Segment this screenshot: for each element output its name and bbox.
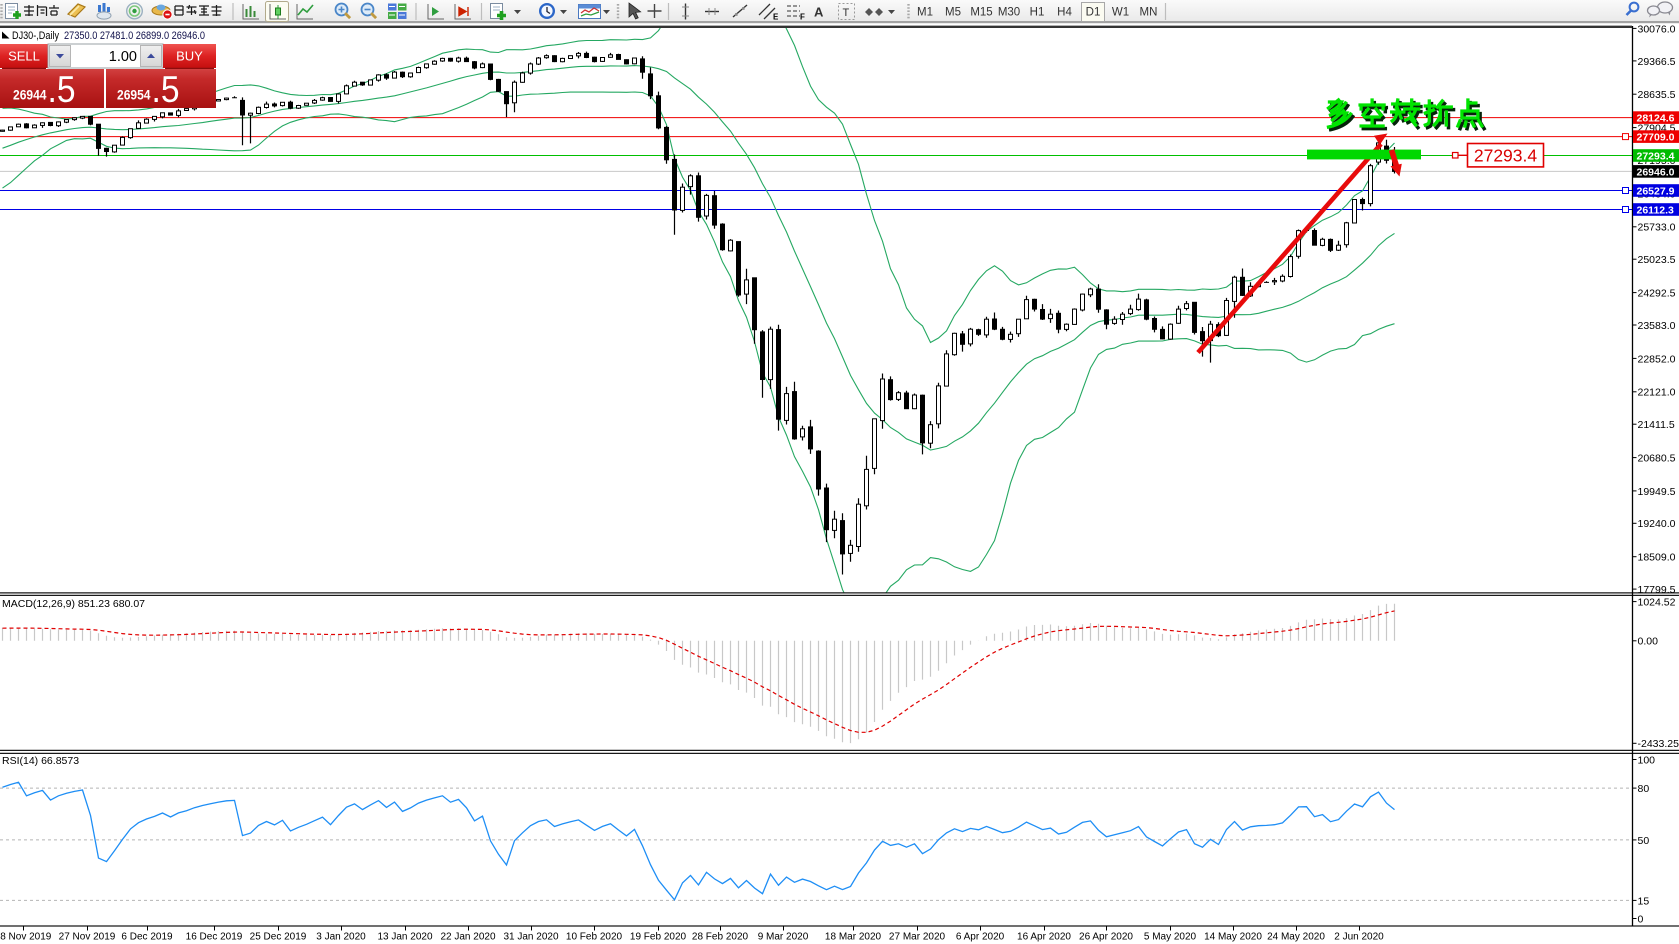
svg-text:31 Jan 2020: 31 Jan 2020 xyxy=(503,932,558,943)
svg-text:2 Jun 2020: 2 Jun 2020 xyxy=(1334,932,1384,943)
svg-text:24292.5: 24292.5 xyxy=(1638,288,1676,300)
svg-text:29366.5: 29366.5 xyxy=(1638,56,1676,68)
svg-text:26112.3: 26112.3 xyxy=(1637,205,1675,217)
svg-text:18509.0: 18509.0 xyxy=(1638,552,1676,564)
svg-text:BUY: BUY xyxy=(176,49,203,64)
svg-text:15: 15 xyxy=(1638,895,1650,907)
svg-text:19949.5: 19949.5 xyxy=(1638,486,1676,498)
svg-text:27293.4: 27293.4 xyxy=(1474,146,1538,166)
svg-text:M5: M5 xyxy=(945,7,961,19)
svg-text:0.00: 0.00 xyxy=(1638,636,1659,648)
svg-text:-2433.25: -2433.25 xyxy=(1638,738,1679,750)
svg-text:T: T xyxy=(843,7,850,19)
svg-text:M1: M1 xyxy=(917,7,933,19)
svg-text:27709.0: 27709.0 xyxy=(1637,132,1675,144)
svg-text:22 Jan 2020: 22 Jan 2020 xyxy=(440,932,495,943)
svg-text:27293.4: 27293.4 xyxy=(1637,151,1675,163)
svg-text:25023.5: 25023.5 xyxy=(1638,254,1676,266)
svg-text:80: 80 xyxy=(1638,783,1650,795)
svg-text:H4: H4 xyxy=(1057,7,1072,19)
svg-text:26946.0: 26946.0 xyxy=(1637,167,1675,179)
svg-text:A: A xyxy=(814,5,824,20)
svg-text:5 May 2020: 5 May 2020 xyxy=(1144,932,1197,943)
svg-text:23583.0: 23583.0 xyxy=(1638,320,1676,332)
svg-text:1.00: 1.00 xyxy=(109,49,137,65)
svg-text:18 Nov 2019: 18 Nov 2019 xyxy=(0,932,52,943)
svg-text:19240.0: 19240.0 xyxy=(1638,518,1676,530)
svg-text:18 Mar 2020: 18 Mar 2020 xyxy=(825,932,882,943)
svg-text:28124.6: 28124.6 xyxy=(1637,113,1675,125)
svg-text:26527.9: 26527.9 xyxy=(1637,186,1675,198)
svg-text:16 Dec 2019: 16 Dec 2019 xyxy=(186,932,243,943)
svg-text:19 Feb 2020: 19 Feb 2020 xyxy=(630,932,687,943)
svg-text:DJ30-,Daily: DJ30-,Daily xyxy=(12,30,59,42)
svg-text:M30: M30 xyxy=(998,7,1020,19)
svg-text:RSI(14) 66.8573: RSI(14) 66.8573 xyxy=(2,755,79,767)
svg-text:20680.5: 20680.5 xyxy=(1638,453,1676,465)
svg-text:.5: .5 xyxy=(48,69,76,110)
svg-text:.5: .5 xyxy=(152,69,180,110)
svg-text:SELL: SELL xyxy=(8,49,40,64)
svg-text:10 Feb 2020: 10 Feb 2020 xyxy=(566,932,623,943)
svg-text:13 Jan 2020: 13 Jan 2020 xyxy=(377,932,432,943)
svg-text:50: 50 xyxy=(1638,835,1650,847)
svg-text:25 Dec 2019: 25 Dec 2019 xyxy=(250,932,307,943)
svg-text:27 Nov 2019: 27 Nov 2019 xyxy=(59,932,116,943)
svg-text:27 Mar 2020: 27 Mar 2020 xyxy=(889,932,946,943)
svg-text:24 May 2020: 24 May 2020 xyxy=(1267,932,1325,943)
svg-text:26 Apr 2020: 26 Apr 2020 xyxy=(1079,932,1133,943)
svg-text:25733.0: 25733.0 xyxy=(1638,222,1676,234)
svg-text:30076.0: 30076.0 xyxy=(1638,23,1676,35)
svg-text:22121.0: 22121.0 xyxy=(1638,387,1676,399)
svg-text:0: 0 xyxy=(1638,913,1644,925)
svg-text:W1: W1 xyxy=(1112,7,1129,19)
svg-text:3 Jan 2020: 3 Jan 2020 xyxy=(316,932,366,943)
svg-text:9 Mar 2020: 9 Mar 2020 xyxy=(758,932,809,943)
svg-text:21411.5: 21411.5 xyxy=(1638,419,1675,431)
svg-text:6 Apr 2020: 6 Apr 2020 xyxy=(956,932,1005,943)
svg-text:26944: 26944 xyxy=(13,88,47,103)
svg-text:D1: D1 xyxy=(1086,7,1101,19)
svg-text:26954: 26954 xyxy=(117,88,151,103)
svg-text:E: E xyxy=(773,13,779,22)
svg-text:28 Feb 2020: 28 Feb 2020 xyxy=(692,932,749,943)
svg-text:27350.0 27481.0 26899.0 26946.: 27350.0 27481.0 26899.0 26946.0 xyxy=(64,30,205,42)
svg-text:F: F xyxy=(800,13,805,22)
svg-text:17799.5: 17799.5 xyxy=(1638,584,1676,596)
svg-text:16 Apr 2020: 16 Apr 2020 xyxy=(1017,932,1071,943)
svg-text:MACD(12,26,9) 851.23 680.07: MACD(12,26,9) 851.23 680.07 xyxy=(2,598,145,610)
svg-text:14 May 2020: 14 May 2020 xyxy=(1204,932,1262,943)
svg-text:MN: MN xyxy=(1140,7,1158,19)
svg-text:6 Dec 2019: 6 Dec 2019 xyxy=(121,932,173,943)
svg-text:22852.0: 22852.0 xyxy=(1638,353,1676,365)
svg-text:100: 100 xyxy=(1638,754,1656,766)
svg-text:1024.52: 1024.52 xyxy=(1638,597,1676,609)
svg-text:H1: H1 xyxy=(1030,7,1045,19)
svg-text:28635.5: 28635.5 xyxy=(1638,89,1676,101)
svg-text:M15: M15 xyxy=(970,7,992,19)
